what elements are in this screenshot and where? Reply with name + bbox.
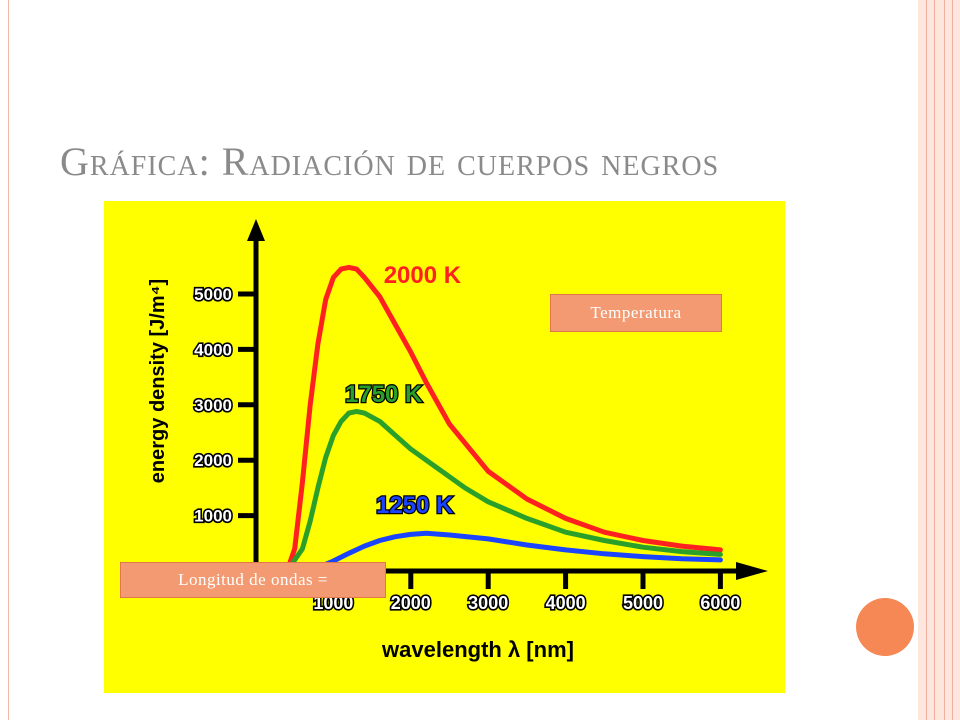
y-axis-label: energy density [J/m⁴] [147, 279, 169, 483]
y-tick-label: 5000 [194, 285, 232, 304]
frame-right-band [918, 0, 960, 720]
y-tick-label: 2000 [194, 451, 232, 470]
slide-title: Gráfica: Radiación de cuerpos negros [60, 139, 720, 184]
series-layer [284, 264, 723, 574]
x-tick-label: 5000 [623, 593, 663, 613]
frame-right-line [926, 0, 927, 720]
frame-right-line [944, 0, 945, 720]
frame-right-line [934, 0, 935, 720]
series-line-2000k [284, 264, 723, 574]
y-tick-label: 4000 [194, 340, 232, 359]
series-label-1250k: 1250 K [376, 492, 454, 519]
chart-background [104, 201, 785, 693]
frame-right-line [952, 0, 953, 720]
y-tick-label: 1000 [194, 507, 232, 526]
y-tick-label: 3000 [194, 396, 232, 415]
series-label-1750k: 1750 K [345, 381, 423, 408]
x-tick-label: 3000 [468, 593, 508, 613]
x-axis-arrow [736, 562, 768, 580]
chart-panel: 1000 2000 3000 4000 5000 1000 2000 3000 4000 5000… [104, 201, 785, 693]
x-tick-label: 6000 [700, 593, 740, 613]
temperature-callout: Temperatura [550, 294, 722, 332]
x-axis-label: wavelength λ [nm] [381, 637, 574, 662]
y-axis-arrow [247, 219, 265, 241]
wavelength-callout: Longitud de ondas = [120, 562, 386, 598]
ticks-layer [238, 291, 723, 589]
series-label-2000k: 2000 K [384, 262, 462, 289]
frame-left-line [8, 0, 9, 720]
x-tick-label: 2000 [391, 593, 431, 613]
series-line-1250k [299, 530, 723, 574]
series-line-1750k [284, 408, 723, 574]
x-tick-label: 4000 [546, 593, 586, 613]
orange-circle-decoration [856, 598, 914, 656]
